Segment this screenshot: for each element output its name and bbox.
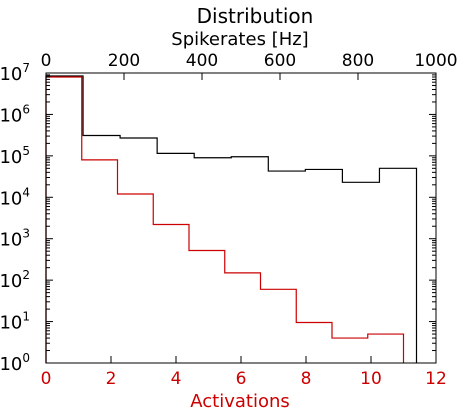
bottom-axis-label: Activations bbox=[190, 391, 290, 412]
y-tick-label: 101 bbox=[0, 310, 30, 334]
bottom-tick-label: 8 bbox=[301, 369, 312, 389]
top-axis-label: Spikerates [Hz] bbox=[171, 29, 308, 50]
y-tick-label: 107 bbox=[0, 61, 30, 85]
y-tick-label: 105 bbox=[0, 144, 30, 168]
bottom-tick-label: 6 bbox=[236, 369, 247, 389]
bottom-tick-label: 4 bbox=[171, 369, 182, 389]
bottom-tick-label: 0 bbox=[41, 369, 52, 389]
chart-title: Distribution bbox=[197, 4, 314, 28]
y-tick-label: 102 bbox=[0, 268, 30, 292]
plot-frame bbox=[45, 72, 437, 364]
top-tick-label: 1000 bbox=[414, 51, 457, 71]
histogram-series-2 bbox=[45, 76, 405, 363]
top-tick-label: 400 bbox=[186, 51, 218, 71]
top-tick-label: 200 bbox=[108, 51, 140, 71]
bottom-tick-label: 2 bbox=[106, 369, 117, 389]
bottom-tick-label: 12 bbox=[425, 369, 447, 389]
y-tick-label: 100 bbox=[0, 351, 30, 375]
top-tick-label: 800 bbox=[342, 51, 374, 71]
y-tick-label: 103 bbox=[0, 227, 30, 251]
y-tick-label: 106 bbox=[0, 102, 30, 126]
histogram-series-1 bbox=[45, 75, 418, 363]
bottom-tick-label: 10 bbox=[360, 369, 382, 389]
y-tick-label: 104 bbox=[0, 185, 30, 209]
top-tick-label: 0 bbox=[41, 51, 52, 71]
top-tick-label: 600 bbox=[264, 51, 296, 71]
